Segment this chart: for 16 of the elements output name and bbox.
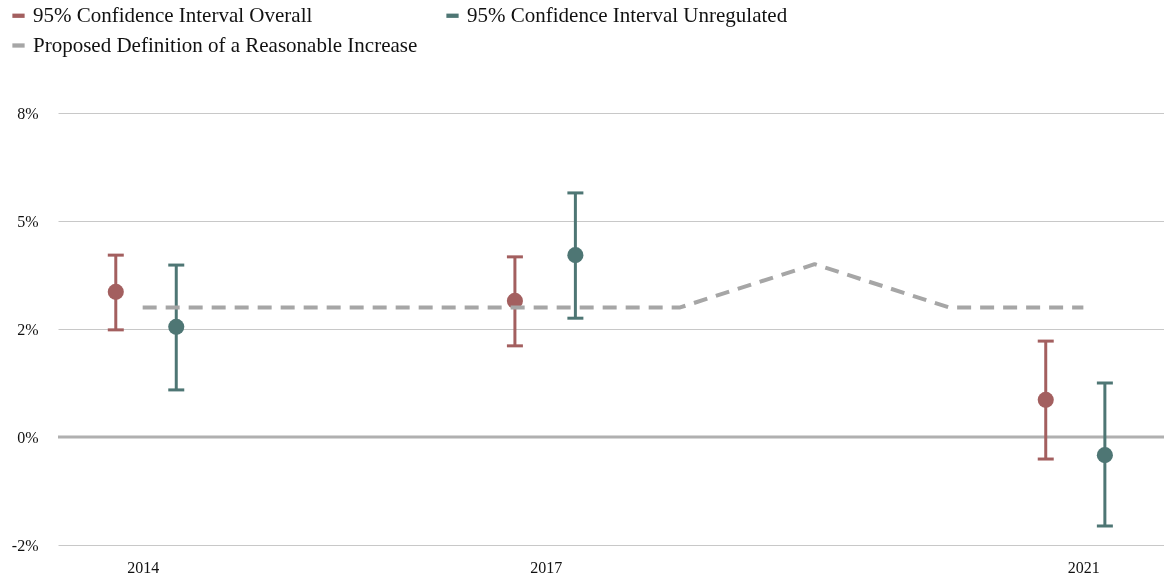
x-tick-label: 2017: [530, 558, 563, 576]
point: [1096, 447, 1113, 464]
y-tick-label: 8%: [17, 104, 39, 122]
legend-label: Proposed Definition of a Reasonable Increase: [33, 32, 418, 57]
y-tick-label: -2%: [11, 536, 39, 554]
point: [107, 283, 124, 300]
point: [1037, 391, 1054, 408]
point: [567, 247, 584, 264]
y-tick-label: 0%: [17, 428, 39, 446]
point: [168, 318, 185, 335]
y-tick-label: 5%: [17, 212, 39, 230]
x-tick-label: 2021: [1067, 558, 1100, 576]
legend-label: 95% Confidence Interval Overall: [33, 2, 313, 27]
legend-label: 95% Confidence Interval Unregulated: [467, 2, 788, 27]
y-tick-label: 2%: [17, 320, 39, 338]
x-tick-label: 2014: [127, 558, 160, 576]
